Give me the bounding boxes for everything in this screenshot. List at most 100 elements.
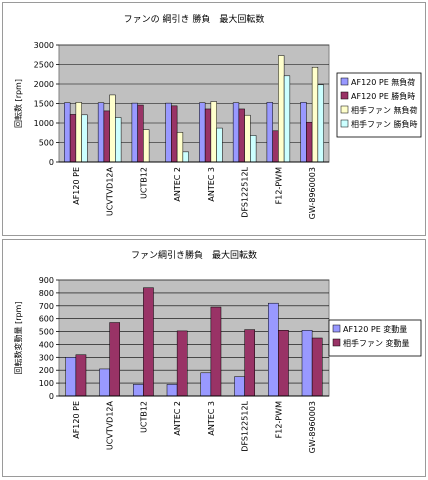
chart-rpm-variation: ファン綱引き勝負 最大回転数 0 100 200 300 400 500 600 700 800 9… bbox=[13, 249, 422, 453]
chart2-legend-label: AF120 PE 変動量 bbox=[343, 324, 407, 334]
chart1-y-axis-label: 回転数 [rpm] bbox=[13, 79, 23, 128]
chart1-bar bbox=[278, 55, 285, 163]
chart1-legend-swatch bbox=[340, 77, 349, 86]
chart2-bar bbox=[234, 376, 245, 397]
chart1-category-label: DFS122512L bbox=[241, 166, 250, 217]
chart1-legend-swatch bbox=[340, 105, 349, 114]
chart1-bar bbox=[131, 102, 138, 163]
chart1-bar bbox=[317, 84, 324, 163]
chart2-legend-swatch bbox=[332, 338, 341, 347]
chart2-category-label: AF120 PE bbox=[72, 401, 81, 439]
chart2-y-tick-label: 700 bbox=[39, 302, 54, 311]
chart2-y-tick-label: 400 bbox=[39, 340, 54, 349]
chart2-y-axis-label: 回転数変動量 [rpm] bbox=[13, 302, 23, 375]
chart-max-rpm: ファンの 綱引き 勝負 最大回転数 0 500 1000 1500 2000 2500 300… bbox=[13, 13, 422, 219]
chart2-y-tick-label: 100 bbox=[39, 379, 54, 388]
chart1-y-tick-label: 500 bbox=[39, 139, 54, 148]
chart1-y-tick-label: 1000 bbox=[34, 119, 54, 128]
chart2-y-tick-label: 900 bbox=[39, 276, 54, 285]
chart1-legend-label: AF120 PE 勝負時 bbox=[351, 91, 415, 101]
chart1-category-label: GW-8960003 bbox=[308, 167, 317, 219]
chart2-bar bbox=[210, 306, 222, 397]
chart1-bar bbox=[143, 129, 150, 163]
chart1-category-label: UCTB12 bbox=[139, 167, 148, 199]
chart1-category-label: ANTEC 3 bbox=[207, 167, 216, 202]
chart1-bar bbox=[238, 108, 245, 163]
chart1-bar bbox=[204, 108, 212, 163]
chart1-title: ファンの 綱引き 勝負 最大回転数 bbox=[124, 13, 265, 25]
chart1-bar bbox=[199, 102, 206, 163]
chart2-category-label: ANTEC 2 bbox=[173, 401, 182, 436]
chart1-legend-label: 相手ファン 無負荷 bbox=[351, 105, 418, 115]
chart2-bar bbox=[176, 330, 188, 397]
chart2-legend-label: 相手ファン 変動量 bbox=[343, 338, 410, 348]
chart2-bar bbox=[166, 384, 178, 397]
chart1-bar bbox=[283, 75, 291, 163]
chart2-y-tick-label: 600 bbox=[39, 315, 54, 324]
chart1-bar bbox=[69, 114, 77, 163]
chart1-category-label: F12-PWM bbox=[274, 167, 283, 204]
chart1-legend-swatch bbox=[340, 91, 349, 100]
chart2-category-label: UCTB12 bbox=[139, 401, 148, 433]
chart2-bar bbox=[200, 372, 212, 397]
chart2-legend-swatch bbox=[332, 324, 341, 333]
chart2-category-label: GW-8960003 bbox=[308, 401, 317, 453]
chart-panel-rpm-variation: ファン綱引き勝負 最大回転数 0 100 200 300 400 500 600 700 800 9… bbox=[2, 239, 426, 477]
chart1-bar bbox=[171, 105, 178, 163]
chart-panel-max-rpm: ファンの 綱引き 勝負 最大回転数 0 500 1000 1500 2000 2500 300… bbox=[2, 2, 426, 236]
chart2-bar bbox=[133, 384, 144, 397]
chart1-legend-label: AF120 PE 無負荷 bbox=[351, 77, 415, 87]
chart1-bar bbox=[272, 130, 279, 163]
chart2-bar bbox=[301, 330, 313, 397]
chart1-bar bbox=[250, 135, 257, 163]
chart2-bar bbox=[75, 354, 87, 397]
chart1-bar bbox=[182, 151, 189, 163]
chart2-category-label: ANTEC 3 bbox=[207, 401, 216, 436]
chart1-y-tick-label: 2000 bbox=[34, 80, 54, 89]
chart2-bar bbox=[143, 287, 154, 397]
chart2-bar bbox=[311, 337, 323, 397]
chart2-category-label: UCVTVD12A bbox=[106, 400, 115, 450]
chart1-category-label: ANTEC 2 bbox=[173, 167, 182, 202]
chart1-y-tick-label: 1500 bbox=[34, 100, 54, 109]
chart1-bar bbox=[165, 102, 172, 163]
chart2-title: ファン綱引き勝負 最大回転数 bbox=[131, 249, 257, 261]
chart1-bar bbox=[137, 104, 144, 163]
chart2-y-tick-label: 300 bbox=[39, 353, 54, 362]
chart2-category-label: DFS122512L bbox=[241, 400, 250, 451]
chart1-bar bbox=[210, 101, 217, 163]
chart1-bar bbox=[64, 102, 71, 163]
chart2-bar bbox=[109, 322, 120, 397]
chart1-bar bbox=[232, 102, 240, 163]
chart1-bar bbox=[115, 117, 122, 163]
chart1-bar bbox=[266, 102, 273, 163]
chart1-bar bbox=[109, 94, 116, 163]
chart2-bar bbox=[99, 368, 110, 397]
chart1-bar bbox=[300, 102, 307, 163]
chart1-category-label: AF120 PE bbox=[72, 167, 81, 205]
chart1-y-tick-label: 2500 bbox=[34, 61, 54, 70]
chart1-bar bbox=[216, 127, 223, 163]
chart2-category-label: F12-PWM bbox=[274, 401, 283, 438]
chart2-y-tick-label: 800 bbox=[39, 289, 54, 298]
chart1-bar bbox=[97, 102, 105, 163]
chart1-y-tick-label: 3000 bbox=[34, 41, 54, 50]
chart2-bar bbox=[244, 329, 255, 397]
chart2-legend bbox=[328, 319, 422, 357]
chart1-category-label: UCVTVD12A bbox=[106, 166, 115, 216]
chart1-bar bbox=[311, 66, 319, 163]
chart1-bar bbox=[81, 114, 88, 163]
chart2-bar bbox=[278, 330, 289, 397]
chart2-y-tick-label: 500 bbox=[39, 328, 54, 337]
chart2-bar bbox=[65, 357, 77, 397]
chart2-bar bbox=[268, 302, 279, 397]
chart1-y-tick-label: 0 bbox=[49, 158, 54, 167]
chart1-bar bbox=[75, 102, 82, 163]
chart1-bar bbox=[103, 110, 110, 163]
chart2-y-tick-label: 200 bbox=[39, 366, 54, 375]
chart1-bar bbox=[244, 114, 251, 163]
chart1-legend-swatch bbox=[340, 119, 349, 128]
chart1-bar bbox=[176, 132, 184, 163]
chart1-bar bbox=[306, 121, 313, 163]
chart1-legend-label: 相手ファン 勝負時 bbox=[351, 119, 418, 129]
